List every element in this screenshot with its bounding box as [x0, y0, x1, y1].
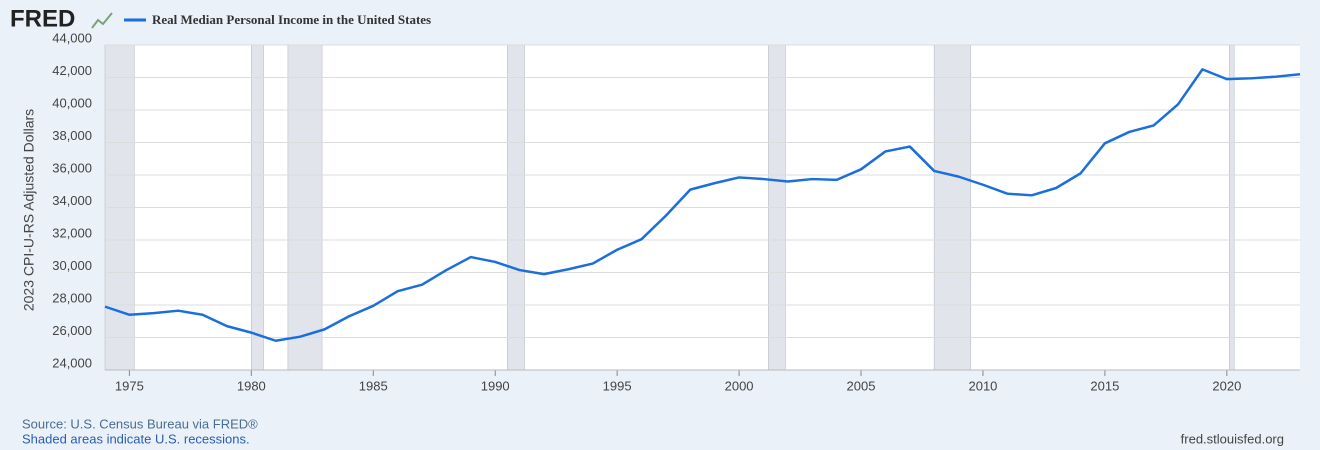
site: fred.stlouisfed.org [1181, 431, 1284, 446]
x-tick-label: 2000 [725, 378, 754, 393]
y-tick-label: 24,000 [52, 355, 92, 370]
x-tick-label: 2010 [968, 378, 997, 393]
x-tick-label: 1975 [115, 378, 144, 393]
y-tick-label: 36,000 [52, 160, 92, 175]
data-line [104, 68, 1301, 342]
logo: FRED [10, 5, 75, 32]
logo-icon [91, 12, 113, 29]
y-tick-label: 44,000 [52, 30, 92, 45]
source: Source: U.S. Census Bureau via FRED® [22, 416, 258, 431]
y-tick-label: 34,000 [52, 193, 92, 208]
x-tick-label: 1980 [237, 378, 266, 393]
y-tick-label: 30,000 [52, 258, 92, 273]
x-tick-label: 2015 [1090, 378, 1119, 393]
x-tick-label: 1990 [481, 378, 510, 393]
x-tick-label: 1995 [603, 378, 632, 393]
y-tick-label: 26,000 [52, 323, 92, 338]
y-tick-label: 40,000 [52, 95, 92, 110]
y-tick-label: 38,000 [52, 128, 92, 143]
legend-label: Real Median Personal Income in the Unite… [152, 12, 431, 27]
note: Shaded areas indicate U.S. recessions. [22, 431, 250, 446]
x-tick-label: 2020 [1212, 378, 1241, 393]
y-tick-label: 28,000 [52, 290, 92, 305]
y-axis-label: 2023 CPI-U-RS Adjusted Dollars [21, 109, 37, 311]
x-tick-label: 1985 [359, 378, 388, 393]
y-tick-label: 32,000 [52, 225, 92, 240]
x-tick-label: 2005 [847, 378, 876, 393]
y-tick-label: 42,000 [52, 63, 92, 78]
